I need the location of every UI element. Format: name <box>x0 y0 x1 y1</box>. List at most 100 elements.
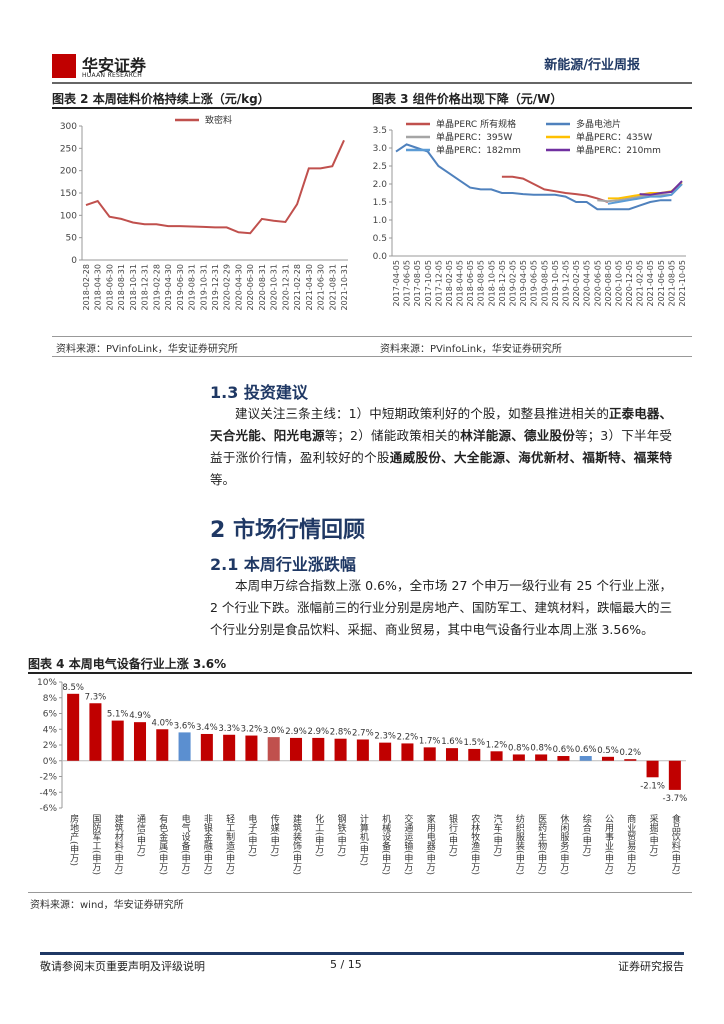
header-rule <box>52 82 692 84</box>
bar <box>557 756 570 761</box>
x-tick-label: 2018-02-05 <box>445 260 454 307</box>
figure-title: 图表 2 本周硅料价格持续上涨（元/kg） <box>52 92 270 106</box>
bold-text: 正泰电器、天合光能、阳光电源 <box>210 406 672 443</box>
value-label: 4.0% <box>151 718 173 728</box>
x-tick-label: 2017-12-05 <box>434 260 443 307</box>
bar <box>267 737 280 761</box>
y-tick-label: 200 <box>60 167 77 177</box>
y-tick-label: 0.5 <box>373 234 387 244</box>
x-tick-label: 2019-12-31 <box>211 264 220 311</box>
figure-title: 图表 4 本周电气设备行业上涨 3.6% <box>28 657 227 671</box>
bar <box>111 720 124 761</box>
x-tick-label: 2021-02-28 <box>293 264 302 311</box>
x-tick-label: 国防军工(申万) <box>90 814 101 875</box>
x-tick-label: 采掘(申万) <box>648 814 659 857</box>
line-series <box>501 175 609 203</box>
x-tick-label: 农林牧渔(申万) <box>469 813 480 875</box>
text: 建议关注三条主线：1）中短期政策利好的个股，如整县推进相关的 <box>235 406 609 421</box>
legend-label: 单晶PERC 所有规格 <box>436 118 516 130</box>
y-tick-label: 0% <box>43 757 58 767</box>
y-tick-label: 1.0 <box>373 216 388 226</box>
bar <box>535 754 548 761</box>
x-tick-label: 2017-04-05 <box>392 260 401 307</box>
value-label: 2.2% <box>397 732 419 742</box>
value-label: 1.7% <box>419 736 441 746</box>
x-tick-label: 2021-08-05 <box>667 260 676 307</box>
line-series <box>85 139 345 235</box>
bar <box>646 760 659 778</box>
x-tick-label: 2017-06-05 <box>403 260 412 307</box>
y-tick-label: 0.0 <box>373 252 388 262</box>
y-tick-label: 1.5 <box>373 198 387 208</box>
x-tick-label: 交通运输(申万) <box>402 813 413 875</box>
x-tick-label: 建筑装饰(申万) <box>291 813 302 875</box>
x-tick-label: 2019-10-05 <box>551 260 560 307</box>
x-tick-label: 2020-10-31 <box>270 264 279 311</box>
bold-text: 林洋能源、德业股份 <box>460 428 575 443</box>
logo-icon <box>52 54 76 78</box>
x-tick-label: 2019-08-05 <box>540 260 549 307</box>
y-tick-label: 3.0 <box>373 144 388 154</box>
y-tick-label: 8% <box>43 694 58 704</box>
y-tick-label: -2% <box>39 773 57 783</box>
y-tick-label: 6% <box>43 710 58 720</box>
value-label: 0.2% <box>619 748 641 758</box>
rule <box>52 107 692 109</box>
page-number: 5 / 15 <box>330 958 362 971</box>
legend-label: 单晶PERC：395W <box>436 131 512 143</box>
x-tick-label: 2019-10-31 <box>199 264 208 311</box>
x-tick-label: 传媒(申万) <box>269 813 280 857</box>
source: 资料来源：wind，华安证券研究所 <box>30 900 184 911</box>
bar <box>490 751 503 761</box>
footer-right: 证券研究报告 <box>618 960 684 973</box>
x-tick-label: 2018-04-05 <box>456 260 465 307</box>
x-tick-label: 建筑材料(申万) <box>113 813 124 875</box>
x-tick-label: 2020-06-30 <box>246 264 255 311</box>
bar <box>624 759 637 761</box>
footer-rule <box>40 952 684 955</box>
x-tick-label: 2018-02-28 <box>82 264 91 311</box>
bar <box>601 756 615 761</box>
x-tick-label: 2021-06-30 <box>317 264 326 311</box>
value-label: 8.5% <box>62 683 84 693</box>
x-tick-label: 2019-02-05 <box>509 260 518 307</box>
x-tick-label: 通信(申万) <box>135 814 146 857</box>
bar <box>445 748 459 761</box>
legend-label: 单晶PERC：210mm <box>576 144 661 156</box>
y-tick-label: 2.0 <box>373 180 388 190</box>
value-label: 1.2% <box>486 740 508 750</box>
x-tick-label: 钢铁(申万) <box>336 813 347 857</box>
x-tick-label: 2021-04-05 <box>646 260 655 307</box>
source: 资料来源：PVinfoLink，华安证券研究所 <box>380 344 562 355</box>
y-tick-label: 2% <box>43 741 58 751</box>
x-tick-label: 2021-10-05 <box>678 260 687 307</box>
x-tick-label: 2018-12-31 <box>141 264 150 311</box>
x-tick-label: 医药生物(申万) <box>536 814 547 875</box>
x-tick-label: 2018-04-30 <box>94 264 103 311</box>
text: 等。 <box>210 472 236 487</box>
value-label: 3.0% <box>263 726 285 736</box>
bar <box>156 729 169 761</box>
x-tick-label: 2020-02-05 <box>572 260 581 307</box>
bar <box>312 737 325 761</box>
value-label: -3.7% <box>663 794 688 804</box>
y-tick-label: 150 <box>60 189 77 199</box>
x-tick-label: 房地产(申万) <box>68 813 79 866</box>
x-tick-label: 2020-12-31 <box>281 264 290 311</box>
value-label: 0.6% <box>553 745 575 755</box>
value-label: 0.5% <box>597 746 619 756</box>
section-heading: 2.1 本周行业涨跌幅 <box>210 555 356 574</box>
x-tick-label: 2018-10-05 <box>487 260 496 307</box>
bar <box>223 734 236 761</box>
legend-label: 多晶电池片 <box>576 118 621 130</box>
chart: -6% -4% -2% 0% 2% 4% 6% 8% 10% 8.5% 房地产(申万) 7.3% 国防军… <box>37 678 688 875</box>
y-tick-label: 50 <box>66 234 78 244</box>
value-label: 0.8% <box>508 743 530 753</box>
x-tick-label: 2021-02-05 <box>636 260 645 307</box>
x-tick-label: 2019-06-05 <box>530 260 539 307</box>
x-tick-label: 2017-10-05 <box>424 260 433 307</box>
x-tick-label: 休闲服务(申万) <box>558 813 569 875</box>
x-tick-label: 2019-04-30 <box>164 264 173 311</box>
x-tick-label: 非银金融(申万) <box>202 813 213 875</box>
value-label: -2.1% <box>640 781 665 791</box>
